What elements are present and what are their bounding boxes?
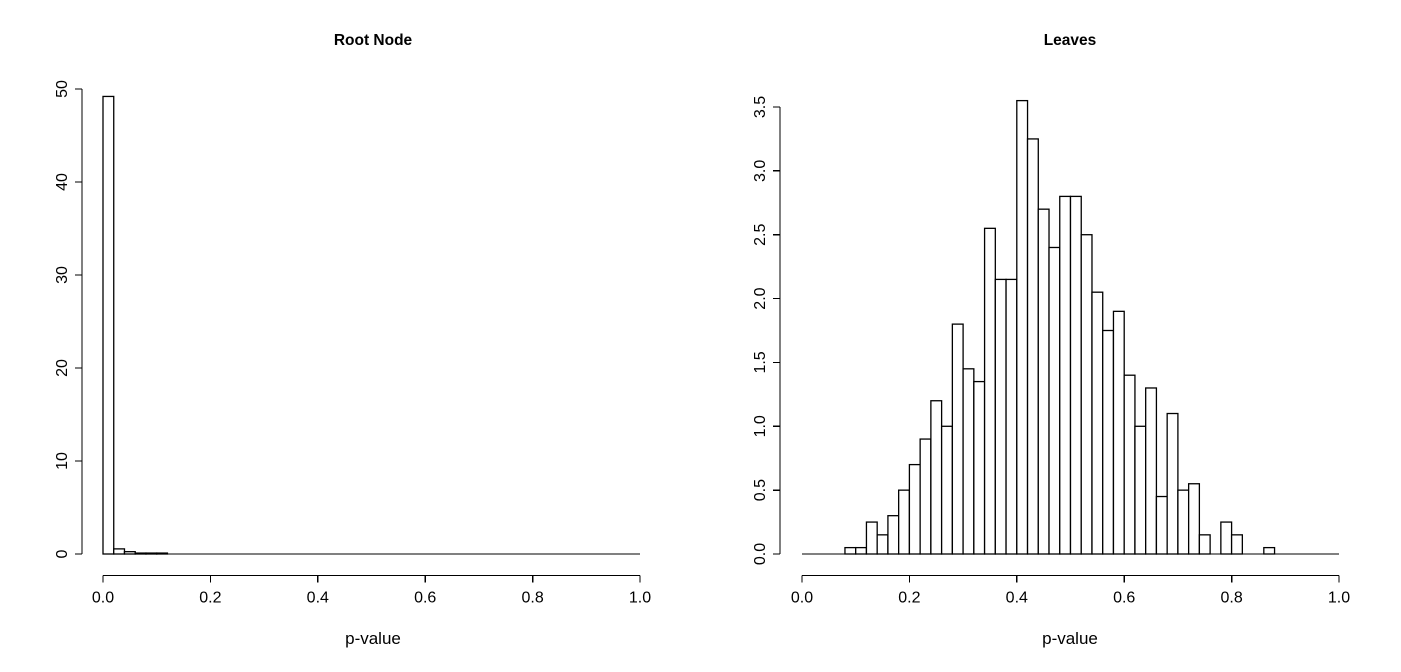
x-axis-tick-label: 0.8 xyxy=(1220,590,1242,607)
histogram-bar xyxy=(1166,412,1179,555)
histogram-bar xyxy=(1069,195,1082,555)
root-node-axes: 0 10 20 30 40 50 0.0 0.2 0.4 0.6 0.8 1.0 xyxy=(54,80,651,607)
y-axis-tick-label: 0.0 xyxy=(752,543,769,565)
histogram-bar xyxy=(1112,310,1125,555)
histogram-bar xyxy=(1230,534,1243,555)
histogram-bar xyxy=(940,425,954,555)
x-axis-tick-label: 0.0 xyxy=(92,590,114,607)
histogram-bar xyxy=(1016,99,1029,555)
histogram-bar xyxy=(919,438,932,555)
y-axis-tick-label: 20 xyxy=(54,359,71,377)
histogram-bar xyxy=(1123,374,1136,555)
histogram-bar xyxy=(1263,546,1276,555)
x-axis-tick-label: 0.6 xyxy=(1113,590,1135,607)
panel-leaves: Leaves 0.0 0.5 1.0 1.5 2.0 2.5 3.0 3.5 0.0 0.2 0.4… xyxy=(752,32,1350,648)
x-axis-tick-label: 0.6 xyxy=(414,590,436,607)
y-axis-tick-label: 30 xyxy=(54,266,71,284)
histogram-bar xyxy=(844,546,857,555)
histogram-bar xyxy=(1220,521,1233,555)
histogram-bar xyxy=(865,521,878,555)
histogram-bar xyxy=(102,95,115,555)
histogram-bar xyxy=(1080,234,1093,555)
x-axis-label-root-node: p-value xyxy=(345,629,401,648)
y-axis-tick-label: 50 xyxy=(54,80,71,98)
histogram-bar xyxy=(908,463,921,555)
histogram-bar xyxy=(994,278,1007,555)
histogram-bar xyxy=(1155,495,1168,555)
histogram-bar xyxy=(1048,246,1061,555)
x-axis-tick-label: 0.2 xyxy=(199,590,221,607)
y-axis-tick-label: 3.0 xyxy=(752,160,769,182)
y-axis-tick-label: 3.5 xyxy=(752,96,769,118)
histogram-bar xyxy=(1091,291,1104,555)
chart-title-leaves: Leaves xyxy=(1044,32,1097,49)
y-axis-tick-label: 10 xyxy=(54,452,71,470)
histogram-bar xyxy=(1177,489,1190,555)
leaves-bars xyxy=(802,99,1339,555)
x-axis-tick-label: 0.0 xyxy=(791,590,813,607)
y-axis-tick-label: 1.0 xyxy=(752,415,769,437)
histogram-bar xyxy=(1187,483,1201,555)
chart-title-root-node: Root Node xyxy=(334,32,413,49)
histogram-bar xyxy=(1059,195,1072,555)
histogram-bar xyxy=(898,489,911,555)
histogram-bar xyxy=(1145,387,1158,555)
x-axis-tick-label: 0.8 xyxy=(521,590,543,607)
histogram-bar xyxy=(134,552,147,555)
histogram-bar xyxy=(983,227,996,555)
histogram-bar xyxy=(1102,329,1115,555)
x-axis-tick-label: 1.0 xyxy=(629,590,651,607)
y-axis-tick-label: 0 xyxy=(54,549,71,558)
y-axis-tick-label: 1.5 xyxy=(752,351,769,373)
histogram-bar xyxy=(113,548,126,555)
root-node-bars xyxy=(102,95,640,555)
histogram-bar xyxy=(951,323,964,555)
y-axis-tick-label: 2.0 xyxy=(752,287,769,309)
histogram-bar xyxy=(876,534,889,555)
y-axis-tick-label: 2.5 xyxy=(752,223,769,245)
y-axis-tick-label: 0.5 xyxy=(752,479,769,501)
histogram-bar xyxy=(156,552,169,555)
y-axis-tick-label: 40 xyxy=(54,173,71,191)
x-axis-tick-label: 0.4 xyxy=(1006,590,1028,607)
x-axis-tick-label: 1.0 xyxy=(1328,590,1350,607)
x-axis-label-leaves: p-value xyxy=(1042,629,1098,648)
histogram-bar xyxy=(1005,278,1018,555)
x-axis-tick-label: 0.2 xyxy=(898,590,920,607)
x-axis-tick-label: 0.4 xyxy=(307,590,329,607)
histogram-bar xyxy=(855,546,868,555)
histogram-bar xyxy=(1026,138,1039,555)
histogram-bar xyxy=(145,552,158,555)
histogram-bar xyxy=(930,400,943,555)
histogram-bar xyxy=(887,515,900,555)
histogram-bar xyxy=(962,368,975,555)
histogram-bar xyxy=(123,551,136,555)
leaves-axes: 0.0 0.5 1.0 1.5 2.0 2.5 3.0 3.5 0.0 0.2 0.4 0.6 0.8 1… xyxy=(752,96,1350,607)
histogram-bar xyxy=(1198,534,1211,555)
histogram-bar xyxy=(1037,208,1050,555)
histogram-bar xyxy=(973,380,986,555)
histogram-bar xyxy=(1134,425,1147,555)
